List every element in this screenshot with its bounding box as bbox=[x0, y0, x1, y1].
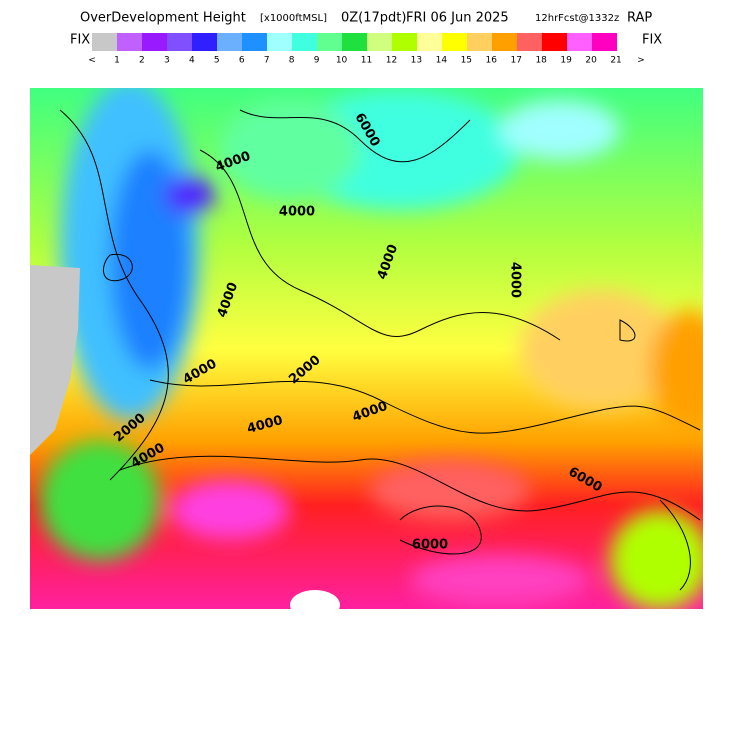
colorbar-label: < bbox=[88, 56, 96, 66]
colorbar-swatch bbox=[117, 33, 142, 51]
colorbar-label: > bbox=[637, 56, 645, 66]
colorbar-label: 17 bbox=[511, 56, 522, 66]
colorbar-label: 5 bbox=[214, 56, 220, 66]
colorbar-swatch bbox=[217, 33, 242, 51]
colorbar-label: 2 bbox=[139, 56, 145, 66]
colorbar-swatch bbox=[192, 33, 217, 51]
model: RAP bbox=[627, 11, 652, 26]
colorbar-swatch bbox=[492, 33, 517, 51]
colorbar-label: 9 bbox=[314, 56, 320, 66]
contour-label: 4000 bbox=[508, 262, 523, 298]
colorbar-label: 20 bbox=[585, 56, 597, 66]
colorbar-label: 3 bbox=[164, 56, 170, 66]
colorbar-swatch bbox=[92, 33, 117, 51]
run: 0Z(17pdt) bbox=[341, 11, 406, 26]
colorbar-label: 13 bbox=[411, 56, 422, 66]
colorbar: <1 2 3 4 5 6 7 8 9 10 11 12 13 14 15 16 17 18 19 20 21 > bbox=[88, 33, 645, 66]
colorbar-label: 10 bbox=[336, 56, 348, 66]
colorbar-swatch bbox=[392, 33, 417, 51]
colorbar-label: 15 bbox=[461, 56, 472, 66]
colorbar-swatch bbox=[142, 33, 167, 51]
colorbar-swatch bbox=[342, 33, 367, 51]
colorbar-label: 18 bbox=[535, 56, 547, 66]
colorbar-swatch bbox=[467, 33, 492, 51]
colorbar-swatch bbox=[567, 33, 592, 51]
colorbar-label: 1 bbox=[114, 56, 120, 66]
colorbar-swatch bbox=[592, 33, 617, 51]
fix-right: FIX bbox=[642, 33, 662, 48]
colorbar-swatch bbox=[317, 33, 342, 51]
colorbar-label: 8 bbox=[289, 56, 295, 66]
contour-label: 4000 bbox=[279, 205, 315, 220]
colorbar-label: 12 bbox=[386, 56, 397, 66]
colorbar-label: 6 bbox=[239, 56, 245, 66]
title: OverDevelopment Height bbox=[80, 11, 246, 26]
colorbar-swatch bbox=[442, 33, 467, 51]
colorbar-label: 11 bbox=[361, 56, 372, 66]
map bbox=[30, 88, 703, 609]
colorbar-label: 7 bbox=[264, 56, 270, 66]
colorbar-label: 14 bbox=[436, 56, 448, 66]
colorbar-swatch bbox=[267, 33, 292, 51]
colorbar-swatch bbox=[367, 33, 392, 51]
forecast: 12hrFcst@1332z bbox=[535, 13, 619, 24]
contour-label: 6000 bbox=[412, 538, 448, 553]
colorbar-swatch bbox=[417, 33, 442, 51]
colorbar-label: 16 bbox=[486, 56, 498, 66]
colorbar-swatch bbox=[242, 33, 267, 51]
colorbar-swatch bbox=[542, 33, 567, 51]
fix-left: FIX bbox=[70, 33, 90, 48]
colorbar-swatch bbox=[517, 33, 542, 51]
colorbar-swatch bbox=[292, 33, 317, 51]
colorbar-label: 21 bbox=[610, 56, 621, 66]
colorbar-label: 4 bbox=[189, 56, 195, 66]
units: [x1000ftMSL] bbox=[260, 13, 327, 24]
colorbar-label: 19 bbox=[560, 56, 572, 66]
colorbar-swatch bbox=[167, 33, 192, 51]
valid: FRI 06 Jun 2025 bbox=[406, 11, 509, 26]
